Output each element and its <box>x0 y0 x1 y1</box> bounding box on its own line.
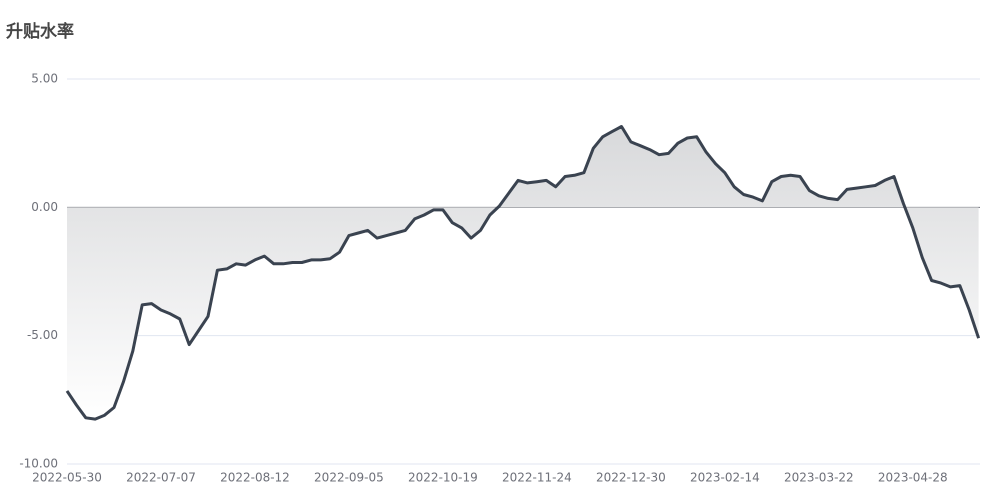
y-tick-label: 0.00 <box>31 200 58 214</box>
x-tick-label: 2022-08-12 <box>220 471 290 485</box>
line <box>65 125 981 421</box>
x-tick-label: 2022-12-30 <box>596 471 666 485</box>
x-tick-label: 2023-03-22 <box>784 471 854 485</box>
y-tick-label: -10.00 <box>19 457 58 471</box>
x-tick-label: 2023-04-28 <box>878 471 948 485</box>
x-tick-label: 2022-11-24 <box>502 471 572 485</box>
x-tick-label: 2022-10-19 <box>408 471 478 485</box>
y-tick-label: 5.00 <box>31 72 58 86</box>
x-tick-label: 2022-05-30 <box>32 471 102 485</box>
y-tick-label: -5.00 <box>27 328 58 342</box>
x-tick-label: 2022-07-07 <box>126 471 196 485</box>
area <box>67 126 979 420</box>
x-tick-label: 2022-09-05 <box>314 471 384 485</box>
x-tick-label: 2023-02-14 <box>690 471 760 485</box>
chart-title: 升贴水率 <box>6 21 74 42</box>
